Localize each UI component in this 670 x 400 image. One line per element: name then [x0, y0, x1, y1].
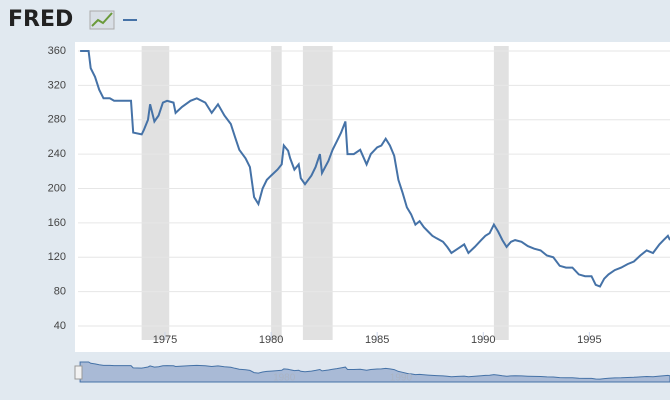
y-tick-label: 240 [48, 148, 66, 160]
y-tick-label: 40 [54, 320, 66, 332]
logo-icon [89, 10, 115, 30]
y-tick-label: 280 [48, 114, 66, 126]
recession-band [141, 46, 170, 340]
recession-band [493, 46, 509, 340]
navigator-handle [74, 365, 83, 380]
y-tick-label: 360 [48, 45, 66, 57]
navigator-label: 1990 [390, 373, 413, 384]
x-tick-label: 1975 [153, 334, 177, 346]
x-tick-label: 1980 [259, 334, 283, 346]
navigator-label: 1980 [273, 373, 296, 384]
logo: FRED [8, 7, 73, 32]
y-tick-label: 200 [48, 182, 66, 194]
x-tick-label: 1985 [365, 334, 389, 346]
y-tick-label: 80 [54, 286, 66, 298]
logo-icon-line [91, 12, 113, 27]
recession-band [302, 46, 333, 340]
navigator-series [79, 361, 670, 383]
y-tick-label: 120 [48, 251, 66, 263]
x-tick-label: 1990 [471, 334, 495, 346]
x-tick-label: 1995 [577, 334, 601, 346]
series-line [80, 50, 670, 288]
recession-band [271, 46, 282, 340]
plot-area [75, 42, 670, 352]
y-tick-label: 160 [48, 217, 66, 229]
y-tick-label: 320 [48, 79, 66, 91]
